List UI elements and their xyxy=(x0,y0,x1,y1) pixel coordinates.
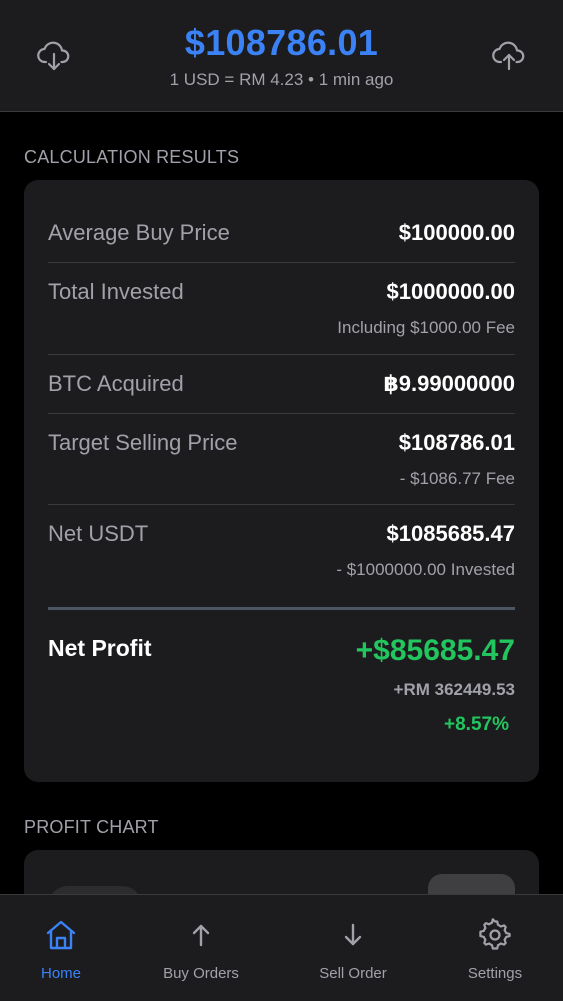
bottom-nav: Home Buy Orders Sell Order xyxy=(0,894,563,1001)
gear-icon xyxy=(435,917,555,953)
nav-item-home[interactable]: Home xyxy=(1,917,121,982)
arrow-up-icon xyxy=(141,917,261,953)
home-icon xyxy=(1,917,121,953)
result-label: BTC Acquired xyxy=(48,371,184,396)
result-label: Total Invested xyxy=(48,279,184,304)
nav-item-buy-orders[interactable]: Buy Orders xyxy=(141,917,261,982)
nav-label-sell-order: Sell Order xyxy=(319,965,387,982)
nav-label-home: Home xyxy=(40,965,81,982)
results-card: Average Buy Price $100000.00 Total Inves… xyxy=(24,180,539,782)
result-row-average-buy-price: Average Buy Price $100000.00 xyxy=(48,180,515,263)
result-row-btc-acquired: BTC Acquired ฿9.99000000 xyxy=(48,355,515,414)
nav-item-settings[interactable]: Settings xyxy=(435,917,555,982)
result-value: $1000000.00 xyxy=(386,279,515,304)
result-row-total-invested: Total Invested $1000000.00 Including $10… xyxy=(48,263,515,355)
result-value: $1085685.47 xyxy=(386,521,515,546)
result-row-net-usdt: Net USDT $1085685.47 - $1000000.00 Inves… xyxy=(48,505,515,595)
result-sub: - $1000000.00 Invested xyxy=(336,560,515,579)
net-profit-divider xyxy=(48,607,515,610)
arrow-down-icon xyxy=(293,917,413,953)
cloud-upload-icon[interactable] xyxy=(489,36,529,76)
header: $108786.01 1 USD = RM 4.23 • 1 min ago xyxy=(0,0,563,112)
net-profit-myr: +RM 362449.53 xyxy=(393,680,515,699)
result-value: ฿9.99000000 xyxy=(383,371,515,396)
result-sub: - $1086.77 Fee xyxy=(399,469,515,488)
net-profit-label: Net Profit xyxy=(48,635,152,661)
calculation-results-title: CALCULATION RESULTS xyxy=(24,147,240,167)
result-value: $108786.01 xyxy=(398,430,515,455)
current-price: $108786.01 xyxy=(184,22,379,63)
exchange-rate-text: 1 USD = RM 4.23 • 1 min ago xyxy=(169,70,394,89)
result-sub: Including $1000.00 Fee xyxy=(337,318,515,337)
net-profit-value: +$85685.47 xyxy=(355,634,515,667)
net-profit-percent: +8.57% xyxy=(444,714,509,735)
nav-item-sell-order[interactable]: Sell Order xyxy=(293,917,413,982)
result-label: Target Selling Price xyxy=(48,430,238,455)
profit-chart-title: PROFIT CHART xyxy=(24,817,159,837)
nav-label-buy-orders: Buy Orders xyxy=(163,965,239,982)
result-row-target-selling-price: Target Selling Price $108786.01 - $1086.… xyxy=(48,414,515,505)
cloud-download-icon[interactable] xyxy=(34,36,74,76)
result-label: Average Buy Price xyxy=(48,220,230,245)
result-value: $100000.00 xyxy=(398,220,515,245)
nav-label-settings: Settings xyxy=(467,965,523,982)
result-label: Net USDT xyxy=(48,521,149,546)
